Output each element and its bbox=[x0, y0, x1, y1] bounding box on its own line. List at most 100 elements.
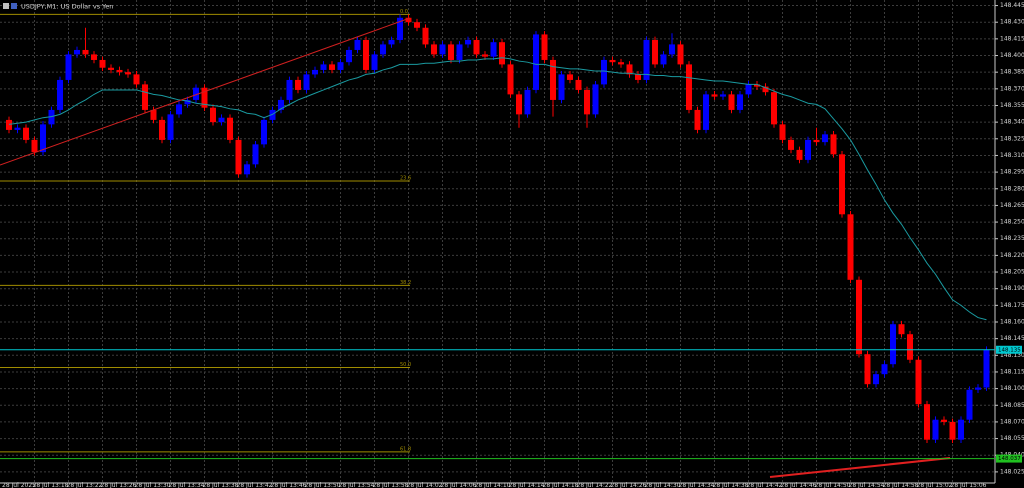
x-tick-label: 28 Jul 13:30 bbox=[135, 482, 171, 488]
candle-body bbox=[771, 92, 777, 125]
candle-body bbox=[779, 124, 786, 140]
candle-body bbox=[133, 74, 140, 85]
chart-title: USDJPY,M1: US Dollar vs Yen bbox=[21, 3, 113, 11]
candle-body bbox=[150, 109, 157, 120]
trend-line bbox=[0, 17, 411, 166]
candle-body bbox=[201, 87, 208, 108]
candle-body bbox=[431, 44, 437, 55]
symbol-icon bbox=[3, 3, 9, 9]
x-tick-label: 28 Jul 14:06 bbox=[441, 482, 477, 488]
candle-body bbox=[584, 89, 590, 115]
y-tick-label: 148.430 bbox=[1000, 19, 1024, 26]
x-tick-label: 28 Jul 15:02 bbox=[917, 482, 953, 488]
candle-body bbox=[167, 114, 174, 140]
x-tick-label: 28 Jul 2025 bbox=[2, 482, 36, 488]
moving-average bbox=[8, 57, 987, 321]
y-tick-label: 148.025 bbox=[1000, 468, 1024, 475]
candle-body bbox=[380, 44, 386, 55]
candle-body bbox=[312, 69, 318, 75]
candle-body bbox=[23, 127, 29, 140]
y-tick-label: 148.175 bbox=[1000, 302, 1024, 309]
y-tick-label: 148.070 bbox=[1000, 418, 1024, 425]
x-tick-label: 28 Jul 14:14 bbox=[509, 482, 545, 488]
candle-body bbox=[669, 44, 675, 55]
candle-body bbox=[218, 117, 225, 123]
fib-label: 61.8 bbox=[400, 446, 411, 452]
candle-body bbox=[286, 79, 293, 100]
candle-body bbox=[822, 134, 828, 143]
candle-body bbox=[813, 139, 820, 143]
candle-body bbox=[788, 139, 794, 150]
candle-body bbox=[694, 109, 701, 130]
candle-body bbox=[873, 374, 879, 385]
candle-body bbox=[635, 74, 641, 80]
candle-body bbox=[142, 84, 148, 110]
candle-body bbox=[184, 99, 191, 105]
candle-body bbox=[116, 69, 123, 73]
candle-body bbox=[74, 49, 80, 55]
candle-body bbox=[626, 64, 633, 75]
candle-body bbox=[550, 59, 556, 100]
x-tick-label: 28 Jul 14:34 bbox=[679, 482, 715, 488]
y-tick-label: 148.235 bbox=[1000, 235, 1024, 242]
plot-area bbox=[0, 13, 990, 453]
y-tick-label: 148.265 bbox=[1000, 202, 1024, 209]
candle-body bbox=[796, 149, 803, 160]
fib-label: 50.0 bbox=[400, 362, 411, 368]
candle-body bbox=[949, 421, 956, 440]
y-tick-label: 148.205 bbox=[1000, 269, 1024, 276]
candle-body bbox=[176, 104, 182, 115]
candle-body bbox=[720, 94, 726, 97]
candle-body bbox=[388, 39, 395, 45]
y-tick-label: 148.400 bbox=[1000, 52, 1024, 59]
x-tick-label: 28 Jul 14:18 bbox=[543, 482, 579, 488]
x-tick-label: 28 Jul 14:46 bbox=[781, 482, 817, 488]
price-tag bbox=[996, 454, 1022, 463]
candle-body bbox=[890, 324, 896, 365]
candle-body bbox=[57, 79, 63, 110]
candle-body bbox=[261, 119, 267, 145]
candle-body bbox=[320, 64, 327, 70]
candle-body bbox=[745, 84, 752, 95]
y-tick-label: 148.280 bbox=[1000, 185, 1024, 192]
candle-body bbox=[48, 109, 55, 125]
candle-body bbox=[567, 74, 573, 80]
x-tick-label: 28 Jul 14:02 bbox=[407, 482, 443, 488]
y-tick-label: 148.415 bbox=[1000, 35, 1024, 42]
candle-body bbox=[363, 39, 369, 70]
candle-body bbox=[915, 359, 922, 405]
candle-body bbox=[159, 119, 165, 140]
price-tag-label: 148.037 bbox=[998, 456, 1021, 462]
candle-body bbox=[898, 324, 905, 335]
candle-body bbox=[108, 67, 114, 70]
candle-body bbox=[643, 39, 650, 80]
candle-body bbox=[932, 419, 939, 440]
x-tick-label: 28 Jul 14:10 bbox=[475, 482, 511, 488]
x-tick-label: 28 Jul 13:34 bbox=[169, 482, 205, 488]
y-tick-label: 148.355 bbox=[1000, 102, 1024, 109]
fib-label: 0.0 bbox=[400, 9, 408, 15]
y-tick-label: 148.055 bbox=[1000, 435, 1024, 442]
candle-body bbox=[405, 17, 412, 23]
candle-body bbox=[966, 389, 973, 420]
y-tick-label: 148.385 bbox=[1000, 69, 1024, 76]
candle-body bbox=[337, 62, 344, 70]
fib-label: 23.6 bbox=[400, 175, 411, 181]
candle-body bbox=[983, 349, 990, 388]
candle-body bbox=[65, 54, 72, 80]
candle-body bbox=[847, 214, 854, 280]
candle-body bbox=[31, 139, 38, 153]
candle-body bbox=[575, 79, 582, 90]
candle-body bbox=[924, 404, 930, 440]
y-tick-label: 148.445 bbox=[1000, 2, 1024, 9]
candle-body bbox=[91, 54, 97, 60]
candle-body bbox=[737, 94, 743, 110]
candle-body bbox=[278, 99, 284, 110]
y-tick-label: 148.085 bbox=[1000, 402, 1024, 409]
candle-body bbox=[524, 89, 531, 115]
x-tick-label: 28 Jul 14:38 bbox=[713, 482, 749, 488]
y-tick-label: 148.325 bbox=[1000, 135, 1024, 142]
candle-body bbox=[601, 59, 607, 85]
candle-body bbox=[371, 54, 378, 70]
